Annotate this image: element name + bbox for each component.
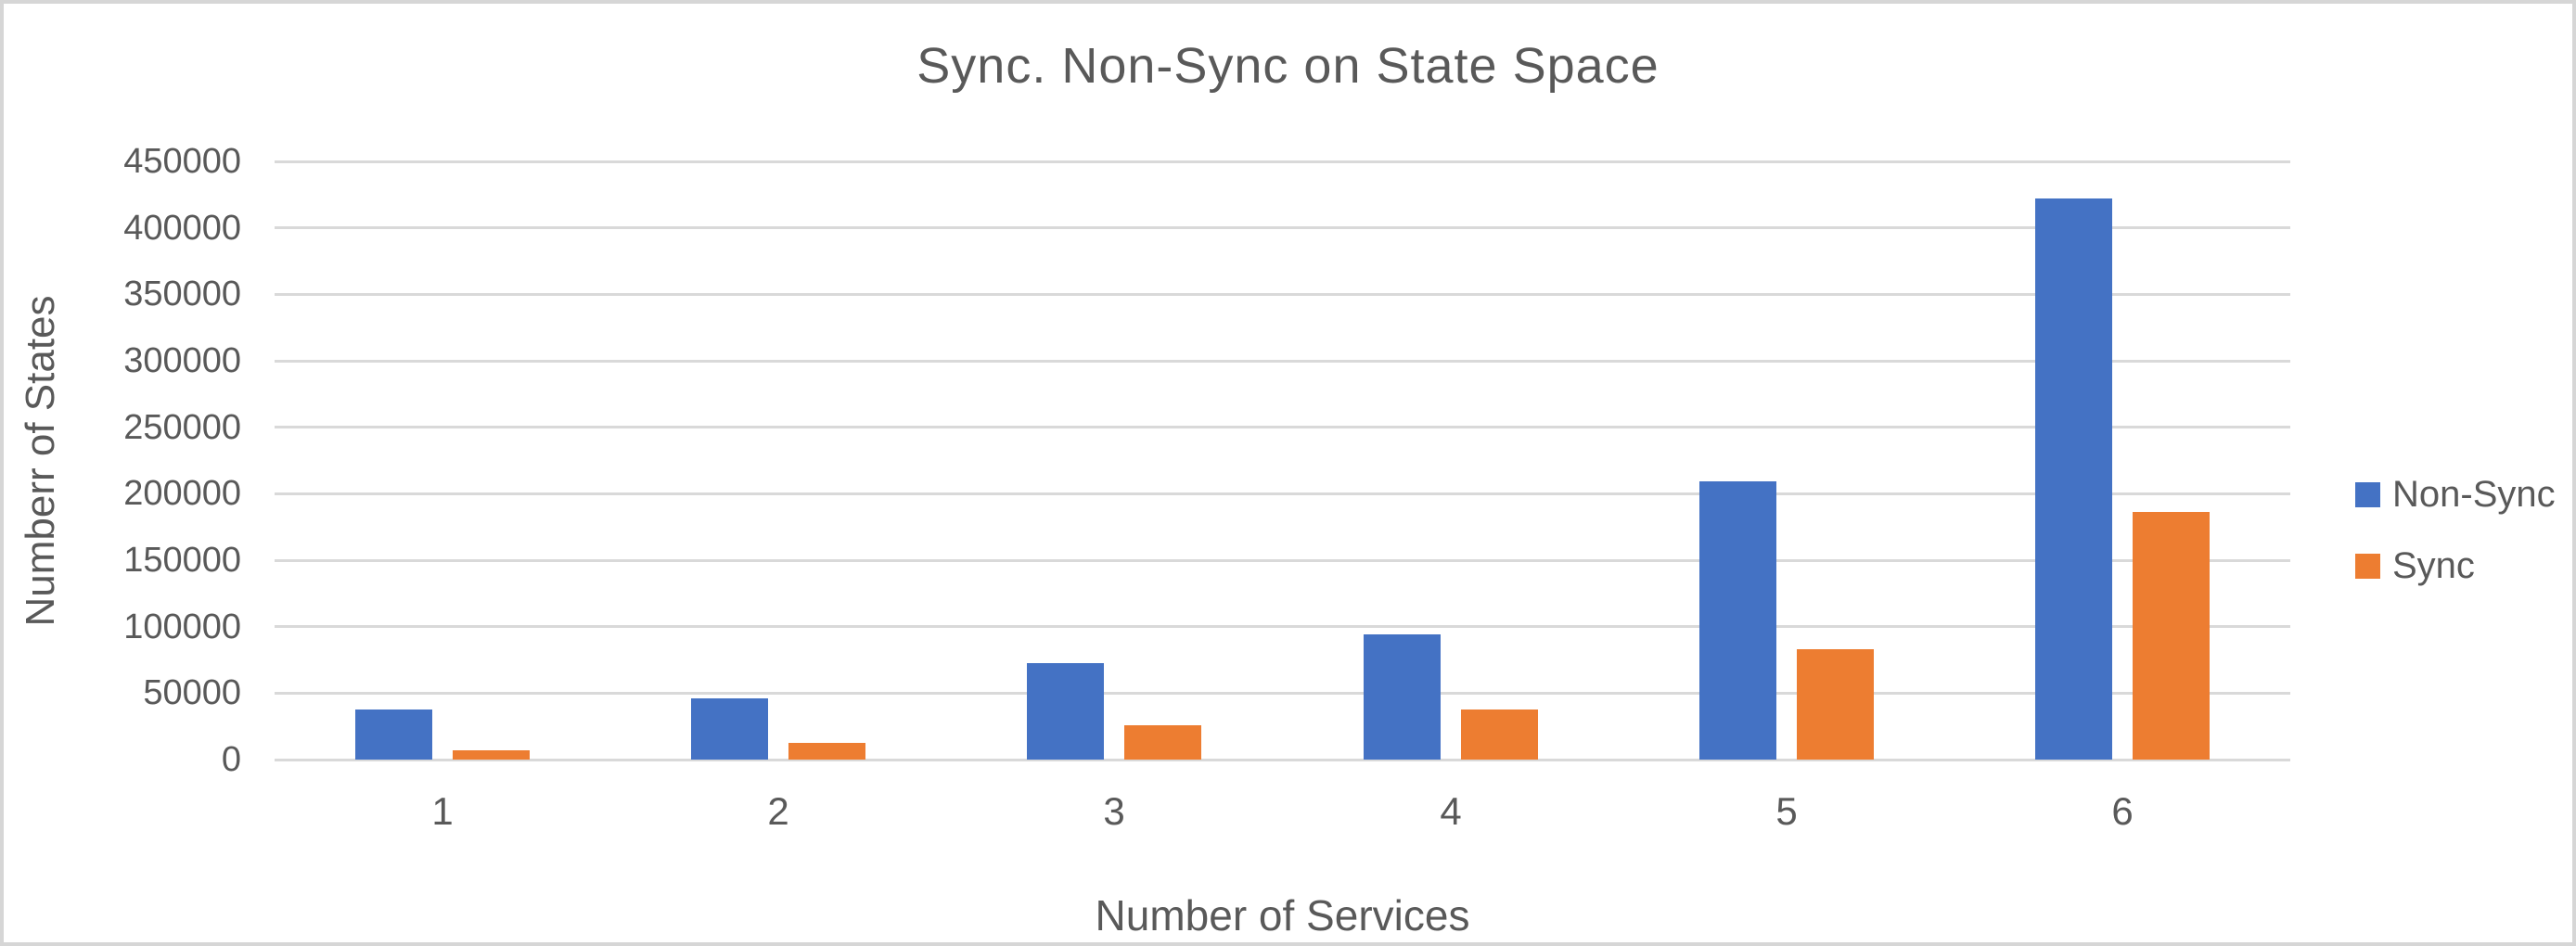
legend-entry-sync: Sync (2355, 543, 2556, 589)
bar-sync-category-5 (1797, 649, 1874, 760)
gridline (275, 625, 2290, 629)
x-tick-label: 3 (1103, 789, 1125, 833)
y-tick-label: 300000 (123, 341, 241, 380)
y-tick-label: 150000 (123, 541, 241, 580)
gridline (275, 226, 2290, 230)
bar-sync-category-6 (2133, 512, 2210, 760)
gridline (275, 359, 2290, 363)
plot-area (275, 160, 2290, 761)
legend-swatch-icon (2355, 553, 2380, 579)
x-tick-label: 4 (1440, 789, 1462, 833)
y-tick-label: 0 (221, 740, 241, 779)
legend: Non-Sync Sync (2355, 471, 2556, 614)
gridline (275, 292, 2290, 296)
bar-non-sync-category-3 (1027, 663, 1104, 760)
y-tick-label: 50000 (143, 673, 241, 713)
legend-label: Non-Sync (2392, 473, 2556, 515)
x-tick-label: 1 (431, 789, 454, 833)
gridline (275, 558, 2290, 562)
y-tick-label: 400000 (123, 208, 241, 248)
bar-sync-category-1 (453, 749, 530, 760)
x-tick-label: 6 (2111, 789, 2134, 833)
y-tick-label: 250000 (123, 407, 241, 447)
bar-non-sync-category-6 (2035, 198, 2112, 760)
gridline (275, 160, 2290, 163)
bar-non-sync-category-2 (691, 698, 768, 760)
chart-title: Sync. Non-Sync on State Space (916, 38, 1660, 94)
x-tick-label: 5 (1775, 789, 1798, 833)
y-tick-label: 450000 (123, 142, 241, 181)
gridline (275, 492, 2290, 495)
x-axis-line (275, 758, 2290, 761)
legend-entry-non-sync: Non-Sync (2355, 471, 2556, 518)
gridline (275, 426, 2290, 429)
bar-non-sync-category-5 (1699, 481, 1776, 760)
bar-sync-category-3 (1124, 725, 1201, 760)
y-tick-label: 200000 (123, 474, 241, 514)
x-tick-label: 2 (767, 789, 789, 833)
legend-swatch-icon (2355, 481, 2380, 507)
bar-non-sync-category-4 (1364, 634, 1441, 760)
y-tick-label: 350000 (123, 275, 241, 314)
y-tick-label: 100000 (123, 607, 241, 646)
legend-label: Sync (2392, 544, 2475, 586)
bar-non-sync-category-1 (355, 710, 432, 760)
bar-sync-category-4 (1461, 709, 1538, 760)
bar-sync-category-2 (788, 743, 865, 760)
x-axis-title: Number of Services (1095, 891, 1470, 940)
gridline (275, 691, 2290, 695)
